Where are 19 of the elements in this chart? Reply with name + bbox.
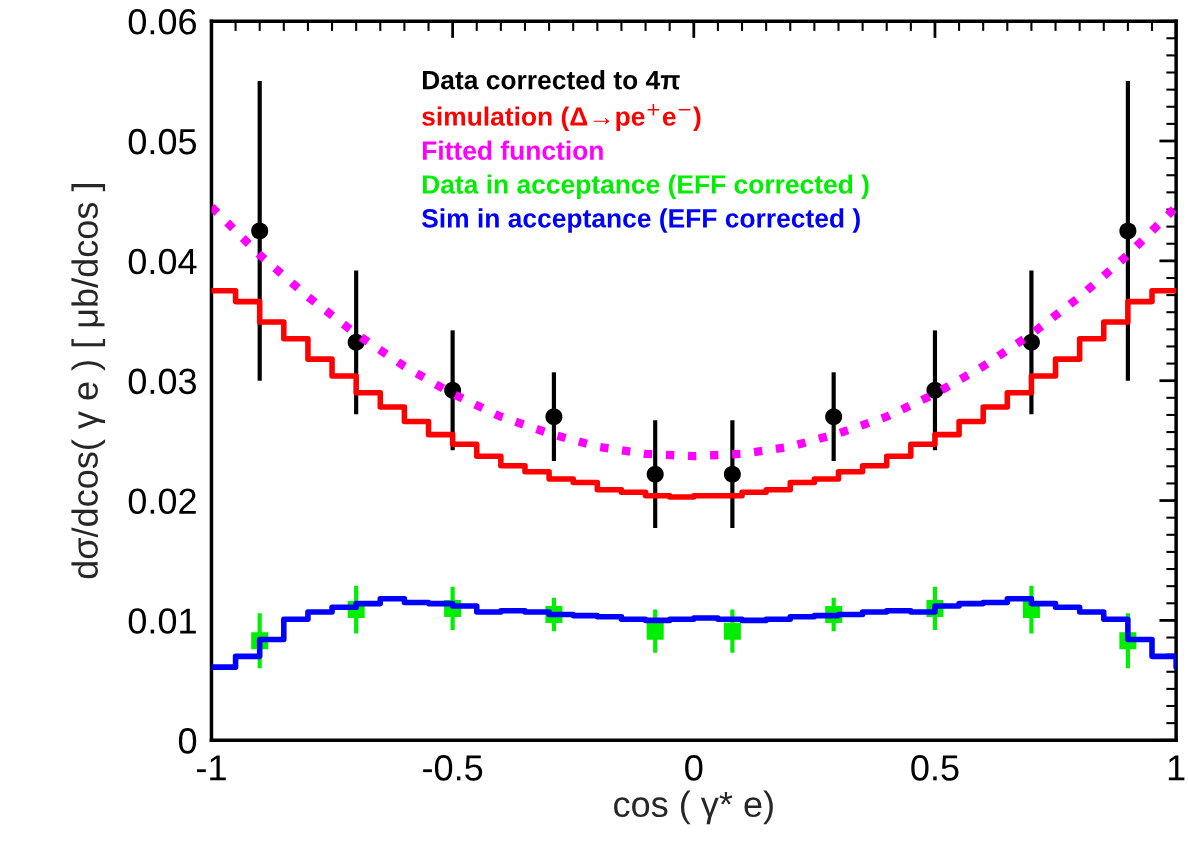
text: Sim in acceptance (EFF corrected ) xyxy=(421,208,860,233)
text: Fitted function xyxy=(422,140,603,160)
text: Data in acceptance (EFF corrected ) xyxy=(422,174,869,200)
y-tick-label: 0.02 xyxy=(128,488,196,514)
y-tick-label: 0.03 xyxy=(128,368,196,395)
y-tick-label: 0 xyxy=(178,728,197,754)
y-tick-label: 0.01 xyxy=(128,608,196,634)
y-axis-title: dσ/dcos( γ e ) [ μb/dcos ] xyxy=(71,184,106,579)
text: simulation (Δ→pe$^{+}$e$^{−}$) xyxy=(422,103,701,132)
y-tick-label: 0.04 xyxy=(128,248,197,275)
y-tick-label: 0.06 xyxy=(128,9,196,35)
x-tick-label: 0.5 xyxy=(911,755,959,781)
x-tick-label: -1 xyxy=(197,755,226,781)
x-axis-title: cos ( γ* e) xyxy=(614,790,773,825)
x-tick-label: 0 xyxy=(685,755,703,781)
y-tick-label: 0.05 xyxy=(128,128,197,155)
x-tick-label: -0.5 xyxy=(423,755,483,781)
text: Data corrected to 4π xyxy=(422,70,680,90)
x-tick-label: 1 xyxy=(1168,755,1185,781)
